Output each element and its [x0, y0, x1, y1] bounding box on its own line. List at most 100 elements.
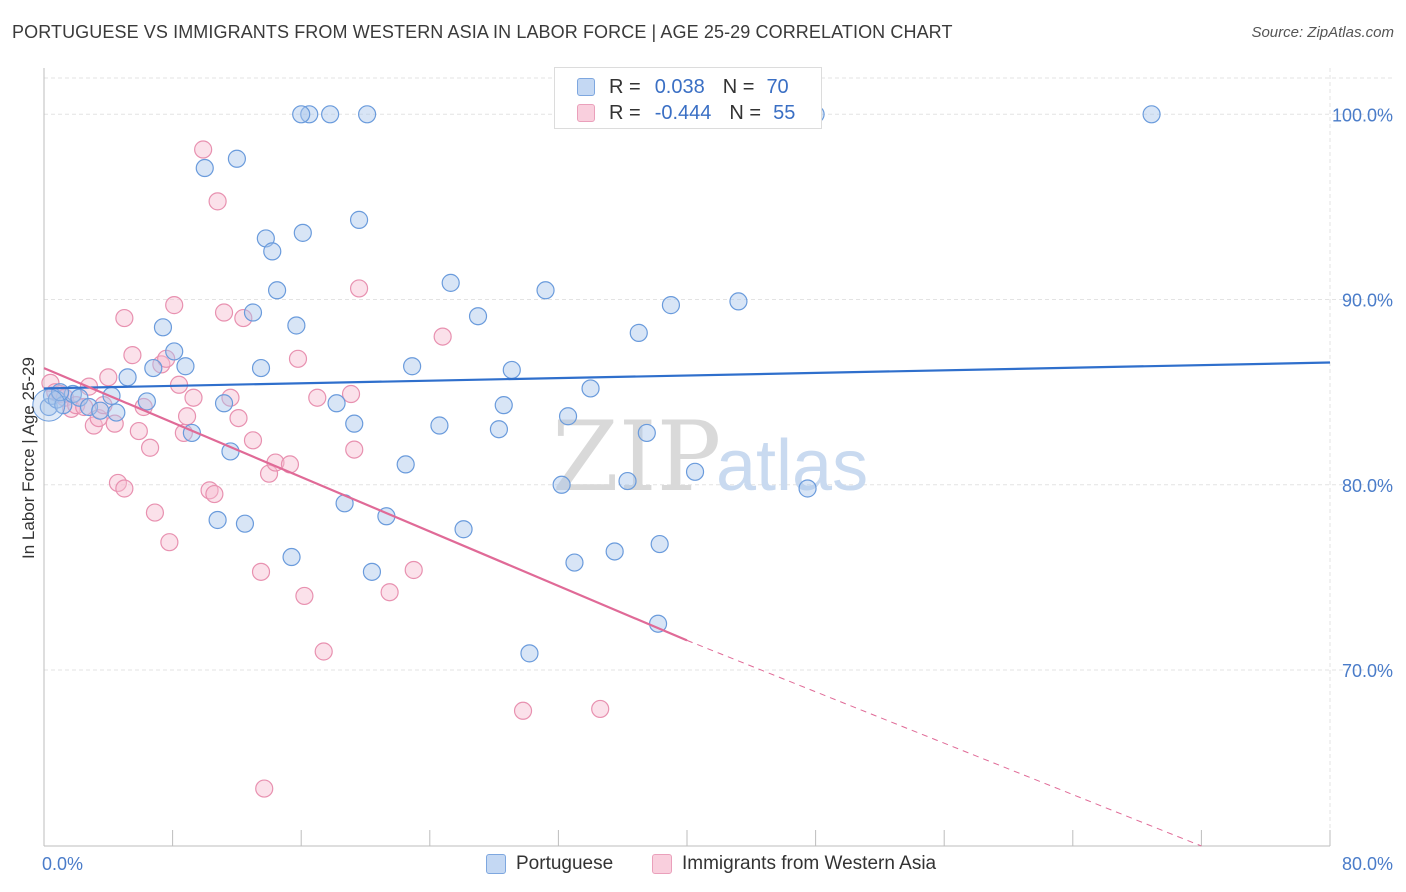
western-asia-legend-label: Immigrants from Western Asia: [682, 853, 937, 874]
portuguese-legend-swatch: [486, 854, 506, 874]
trend-lines: [43, 361, 1331, 847]
western-asia-point-39: [255, 779, 274, 798]
portuguese-point-10: [137, 392, 156, 411]
portuguese-point-5: [70, 388, 89, 407]
western-asia-point-28: [184, 388, 203, 407]
portuguese-legend-label: Portuguese: [516, 853, 614, 874]
portuguese-point-35: [358, 105, 377, 124]
portuguese-point-59: [729, 292, 748, 311]
western-asia-point-47: [341, 384, 361, 404]
portuguese-point-67: [520, 644, 539, 663]
western-asia-point-50: [380, 583, 399, 602]
y-tick-label-1: 80.0%: [1342, 476, 1393, 496]
western-asia-point-36: [234, 308, 253, 328]
portuguese-point-33: [345, 414, 364, 433]
western-asia-point-43: [288, 349, 308, 368]
western-asia-point-23: [160, 533, 179, 552]
series-portuguese-points: [32, 105, 1161, 663]
portuguese-point-40: [430, 416, 449, 435]
r-value: 0.038: [654, 75, 705, 98]
portuguese-point-16: [195, 158, 214, 178]
portuguese-point-13: [165, 342, 184, 361]
legend-item-portuguese[interactable]: Portuguese: [486, 851, 613, 877]
portuguese-point-44: [489, 420, 509, 439]
western-asia-point-53: [513, 701, 533, 720]
portuguese-point-18: [214, 394, 234, 413]
western-asia-trend-line: [43, 367, 688, 642]
western-asia-point-32: [208, 192, 227, 211]
portuguese-point-7: [91, 401, 110, 420]
portuguese-point-51: [581, 379, 600, 398]
portuguese-point-55: [637, 423, 656, 443]
portuguese-swatch: [577, 78, 595, 96]
chart-title: PORTUGUESE VS IMMIGRANTS FROM WESTERN AS…: [12, 22, 953, 42]
portuguese-point-21: [243, 303, 263, 322]
portuguese-point-41: [441, 273, 460, 292]
portuguese-point-56: [650, 534, 669, 554]
axes: [43, 68, 1331, 847]
western-asia-point-11: [99, 368, 118, 387]
portuguese-point-27: [287, 316, 306, 335]
western-asia-trend-extension: [686, 639, 1202, 847]
tick-labels: 70.0% 80.0% 90.0% 100.0% 0.0% 80.0%: [42, 105, 1393, 874]
portuguese-point-60: [798, 479, 817, 498]
y-tick-label-3: 100.0%: [1332, 105, 1393, 125]
western-asia-point-19: [140, 438, 160, 457]
western-asia-point-29: [194, 140, 213, 159]
source-credit: Source: ZipAtlas.com: [1251, 24, 1394, 41]
portuguese-point-54: [629, 323, 648, 342]
y-tick-label-0: 70.0%: [1342, 661, 1393, 681]
western-asia-swatch: [577, 104, 595, 122]
portuguese-point-30: [321, 105, 340, 124]
western-asia-point-31: [205, 484, 224, 504]
portuguese-point-66: [292, 105, 311, 124]
portuguese-point-28: [293, 223, 312, 242]
western-asia-point-49: [349, 279, 369, 298]
portuguese-point-9: [118, 368, 137, 387]
portuguese-point-39: [403, 357, 422, 376]
r-label: R =: [609, 75, 641, 98]
western-asia-point-45: [308, 388, 327, 407]
portuguese-point-49: [558, 407, 578, 426]
legend-item-western-asia[interactable]: Immigrants from Western Asia: [652, 851, 936, 877]
r-value: -0.444: [654, 101, 712, 124]
portuguese-point-26: [282, 547, 301, 567]
portuguese-point-22: [251, 358, 271, 378]
portuguese-point-12: [153, 318, 173, 337]
stats-legend: R = 0.038 N = 70 R = -0.444 N = 55: [554, 67, 822, 129]
n-value: 55: [773, 101, 796, 124]
portuguese-point-6: [79, 397, 99, 417]
portuguese-point-36: [362, 562, 382, 581]
n-value: 70: [766, 75, 789, 98]
portuguese-point-43: [468, 307, 488, 326]
western-asia-point-35: [229, 409, 248, 428]
western-asia-point-24: [165, 296, 184, 315]
watermark: ZIP atlas: [552, 401, 868, 513]
portuguese-point-53: [618, 471, 637, 491]
portuguese-point-24: [263, 242, 282, 261]
western-asia-point-20: [145, 503, 165, 522]
stats-legend-row-western-asia: R = -0.444 N = 55: [577, 100, 795, 126]
stats-legend-row-portuguese: R = 0.038 N = 70: [577, 74, 789, 100]
n-label: N =: [729, 101, 762, 124]
portuguese-point-42: [454, 520, 473, 539]
watermark-atlas: atlas: [716, 426, 868, 506]
portuguese-point-25: [267, 281, 287, 300]
portuguese-point-47: [536, 281, 555, 300]
western-asia-point-37: [243, 431, 263, 450]
western-asia-point-54: [591, 699, 610, 719]
western-asia-point-33: [214, 303, 234, 322]
portuguese-point-45: [494, 396, 513, 415]
portuguese-point-57: [661, 296, 681, 315]
portuguese-trend-line: [43, 361, 1331, 390]
y-axis-title: In Labor Force | Age 25-29: [19, 357, 38, 559]
western-asia-point-44: [295, 586, 314, 606]
y-tick-label-2: 90.0%: [1342, 291, 1393, 311]
portuguese-point-48: [552, 475, 571, 494]
western-asia-point-52: [433, 327, 452, 346]
n-label: N =: [722, 75, 755, 98]
watermark-zip: ZIP: [552, 401, 721, 513]
portuguese-point-64: [107, 403, 126, 422]
x-tick-label-1: 80.0%: [1342, 854, 1393, 874]
western-asia-point-38: [251, 562, 271, 581]
